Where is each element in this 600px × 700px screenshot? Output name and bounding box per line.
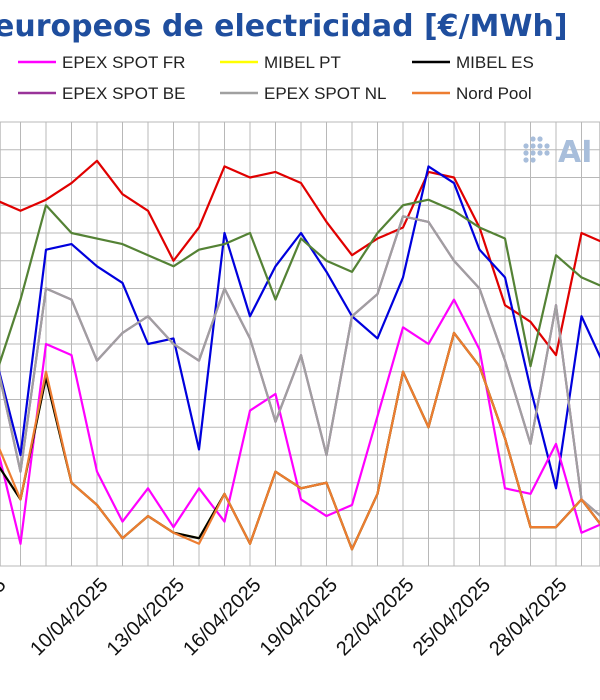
- logo-dots-icon: [523, 136, 550, 163]
- x-tick-label: 28/04/2025: [485, 574, 571, 660]
- x-tick-label: 13/04/2025: [103, 574, 189, 660]
- series-line-epex-spot-fr: [0, 298, 600, 545]
- legend-label-mibel-pt: MIBEL PT: [264, 53, 341, 72]
- x-tick-label: /04/2025: [0, 574, 11, 645]
- x-tick-label: 19/04/2025: [256, 574, 342, 660]
- x-tick-label: 16/04/2025: [179, 574, 265, 660]
- legend-label-epex-spot-be: EPEX SPOT BE: [62, 84, 185, 103]
- legend: EPEX SPOT FR MIBEL PT MIBEL ES EPEX SPOT BE…: [18, 53, 534, 103]
- legend-label-nord-pool: Nord Pool: [456, 84, 532, 103]
- series-line-nord-pool: [0, 331, 600, 551]
- series-line-unlabeled-2: [0, 165, 600, 490]
- series-line-unlabeled-1: [0, 159, 600, 357]
- logo-text: AI: [558, 135, 592, 170]
- gridlines: [0, 121, 600, 567]
- x-tick-label: 25/04/2025: [409, 574, 495, 660]
- series-line-unlabeled-3: [0, 198, 600, 368]
- series-group: [0, 159, 600, 551]
- legend-label-mibel-es: MIBEL ES: [456, 53, 534, 72]
- x-axis-tick-labels: /04/2025 10/04/202513/04/202516/04/202519…: [0, 574, 572, 660]
- x-tick-label: 10/04/2025: [26, 574, 112, 660]
- chart-title: europeos de electricidad [€/MWh]: [0, 9, 568, 44]
- legend-label-epex-spot-nl: EPEX SPOT NL: [264, 84, 387, 103]
- series-line-epex-spot-nl: [0, 215, 600, 517]
- logo: AI: [523, 135, 592, 170]
- plot-area: AI: [0, 121, 600, 567]
- legend-label-epex-spot-fr: EPEX SPOT FR: [62, 53, 185, 72]
- x-tick-label: 22/04/2025: [332, 574, 418, 660]
